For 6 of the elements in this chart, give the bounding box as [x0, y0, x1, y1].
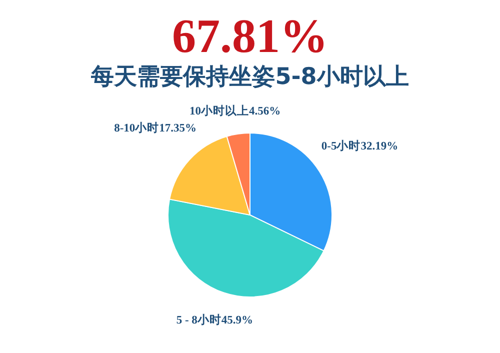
chart-title: 67.81%: [172, 10, 328, 63]
slice-label: 10小时以上4.56%: [190, 104, 281, 118]
chart-subtitle: 每天需要保持坐姿5-8小时以上: [90, 64, 409, 90]
slice-label: 8-10小时17.35%: [114, 120, 197, 135]
slice-label: 0-5小时32.19%: [321, 138, 398, 152]
slice-label: 5 - 8小时45.9%: [176, 312, 254, 327]
